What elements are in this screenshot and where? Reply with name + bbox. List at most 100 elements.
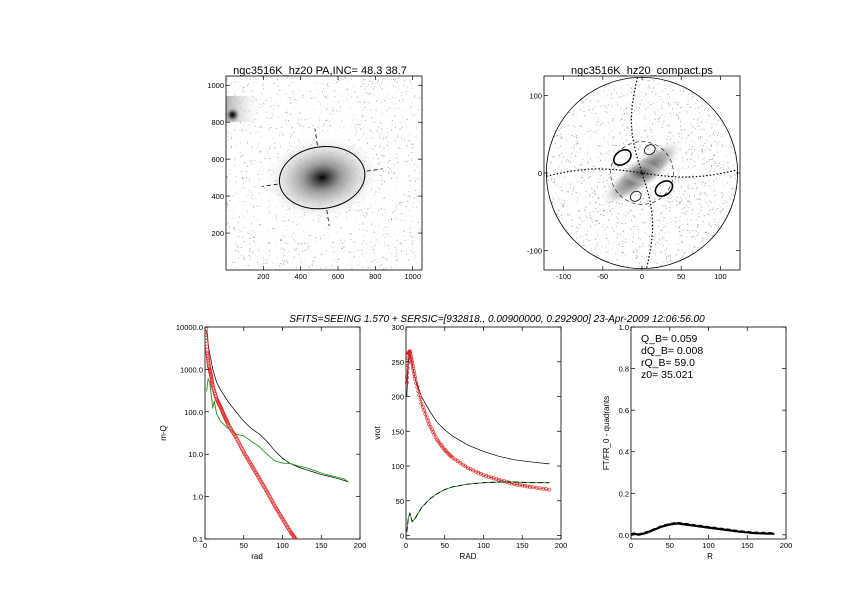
noise-pixel xyxy=(692,174,694,176)
noise-pixel xyxy=(698,136,699,138)
noise-pixel xyxy=(680,201,682,203)
noise-pixel xyxy=(276,257,278,259)
noise-pixel xyxy=(590,216,591,218)
noise-pixel xyxy=(350,238,352,240)
noise-pixel xyxy=(594,189,596,191)
noise-pixel xyxy=(615,145,617,146)
noise-pixel xyxy=(635,250,637,252)
noise-pixel xyxy=(685,142,687,144)
noise-pixel xyxy=(378,126,380,128)
noise-pixel xyxy=(251,163,253,164)
noise-pixel xyxy=(290,93,292,95)
noise-pixel xyxy=(386,93,388,95)
noise-pixel xyxy=(350,252,351,254)
noise-pixel xyxy=(650,258,652,260)
noise-pixel xyxy=(734,189,736,191)
noise-pixel xyxy=(608,174,610,176)
noise-pixel xyxy=(638,252,640,254)
noise-pixel xyxy=(388,248,390,249)
noise-pixel xyxy=(588,102,590,104)
noise-pixel xyxy=(693,247,695,249)
noise-pixel xyxy=(637,96,638,98)
noise-pixel xyxy=(700,230,702,231)
noise-pixel xyxy=(605,244,607,246)
noise-pixel xyxy=(591,112,593,114)
noise-pixel xyxy=(375,116,377,118)
noise-pixel xyxy=(562,204,564,206)
noise-pixel xyxy=(660,213,662,214)
noise-pixel xyxy=(577,197,579,199)
noise-pixel xyxy=(697,153,699,155)
noise-pixel xyxy=(566,219,567,221)
profile-series xyxy=(205,327,349,539)
noise-pixel xyxy=(635,95,637,97)
noise-pixel xyxy=(607,261,609,263)
noise-pixel xyxy=(571,232,573,234)
noise-pixel xyxy=(379,225,380,227)
noise-pixel xyxy=(399,242,401,244)
noise-pixel xyxy=(686,236,687,238)
noise-pixel xyxy=(636,147,638,149)
noise-pixel xyxy=(253,215,255,217)
noise-pixel xyxy=(577,210,579,212)
noise-pixel xyxy=(691,235,693,237)
noise-pixel xyxy=(274,125,276,127)
noise-pixel xyxy=(417,82,419,84)
noise-pixel xyxy=(613,150,615,152)
noise-pixel xyxy=(356,210,358,212)
noise-pixel xyxy=(356,96,358,98)
noise-pixel xyxy=(571,134,573,136)
profile-xtick-label: 150 xyxy=(315,541,328,550)
noise-pixel xyxy=(713,133,714,135)
noise-pixel xyxy=(597,197,599,199)
noise-pixel xyxy=(231,202,233,204)
noise-pixel xyxy=(382,256,384,258)
quadrants-ytick-label: 0.4 xyxy=(619,448,629,457)
rotation-red-point xyxy=(502,479,507,484)
rotation-red-point xyxy=(411,366,416,371)
noise-pixel xyxy=(396,259,398,261)
noise-pixel xyxy=(567,124,569,126)
rotation-red-point xyxy=(484,473,489,478)
noise-pixel xyxy=(616,216,617,218)
noise-pixel xyxy=(252,82,254,84)
noise-pixel xyxy=(243,177,245,179)
noise-pixel xyxy=(235,241,237,243)
noise-pixel xyxy=(682,229,684,231)
noise-pixel xyxy=(637,206,639,208)
noise-pixel xyxy=(650,247,652,249)
noise-pixel xyxy=(603,185,604,187)
noise-pixel xyxy=(597,121,599,123)
noise-pixel xyxy=(681,241,683,243)
noise-pixel xyxy=(362,109,364,111)
noise-pixel xyxy=(687,166,689,168)
noise-pixel xyxy=(712,127,714,129)
noise-pixel xyxy=(620,226,622,228)
noise-pixel xyxy=(659,252,661,254)
noise-pixel xyxy=(409,209,411,211)
noise-pixel xyxy=(259,247,261,249)
noise-pixel xyxy=(702,237,704,239)
noise-pixel xyxy=(651,135,653,137)
noise-pixel xyxy=(730,146,732,148)
noise-pixel xyxy=(392,85,394,87)
profile-red-point xyxy=(293,536,297,539)
noise-pixel xyxy=(374,204,376,206)
noise-pixel xyxy=(580,218,582,220)
noise-pixel xyxy=(300,261,302,263)
noise-pixel xyxy=(734,177,736,179)
noise-pixel xyxy=(666,207,668,209)
noise-pixel xyxy=(297,224,299,226)
noise-pixel xyxy=(390,260,392,262)
noise-pixel xyxy=(681,235,682,237)
noise-pixel xyxy=(621,222,623,224)
noise-pixel xyxy=(706,161,708,163)
noise-pixel xyxy=(292,221,294,223)
noise-pixel xyxy=(581,177,583,179)
noise-pixel xyxy=(719,212,721,214)
noise-pixel xyxy=(554,146,555,148)
noise-pixel xyxy=(575,240,577,242)
noise-pixel xyxy=(314,220,316,222)
noise-pixel xyxy=(647,200,649,202)
